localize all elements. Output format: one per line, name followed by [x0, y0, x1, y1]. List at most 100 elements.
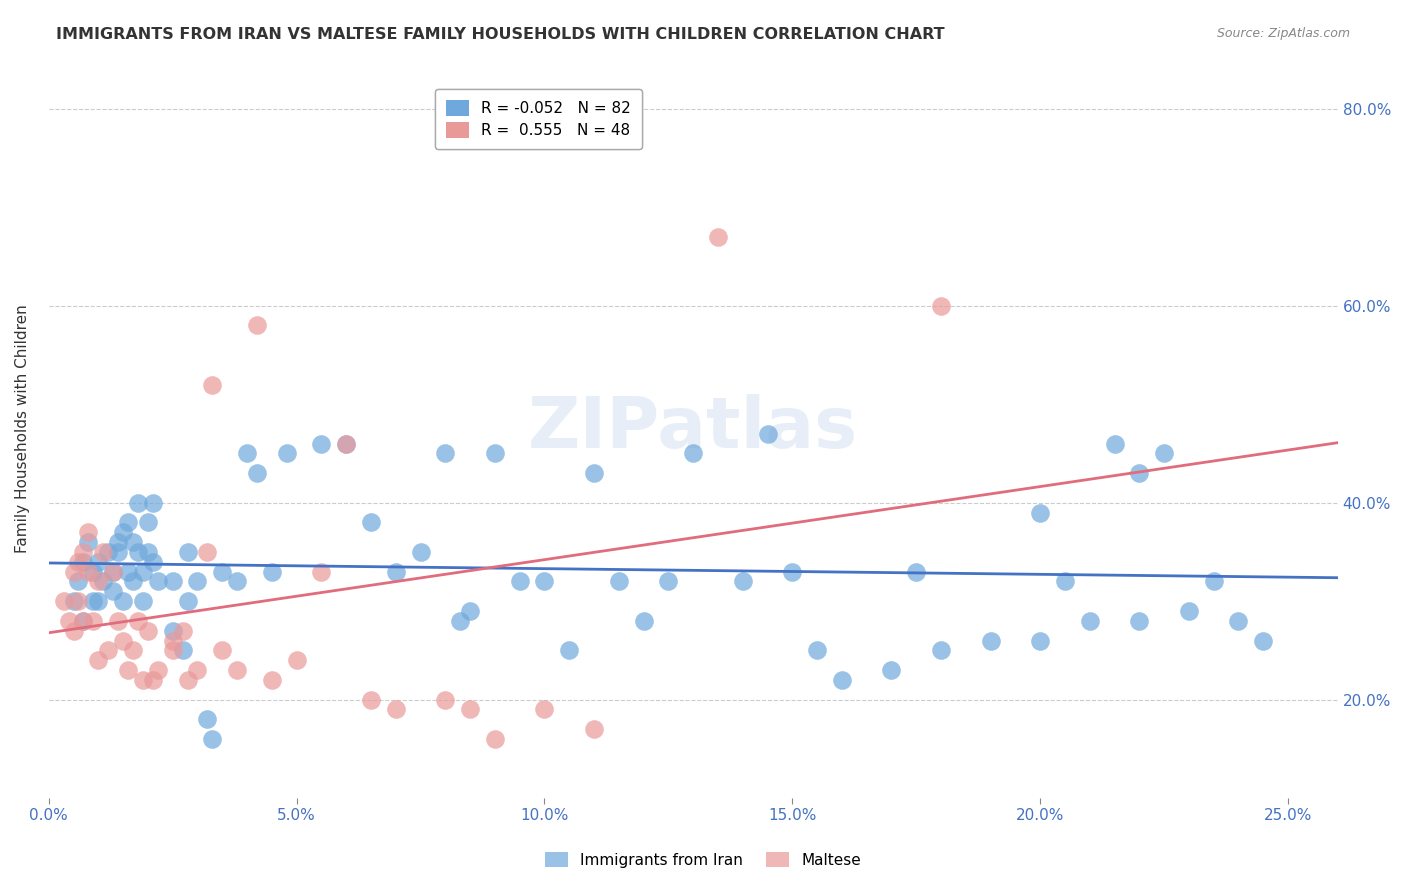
Point	[226, 663, 249, 677]
Point	[607, 574, 630, 589]
Point	[176, 673, 198, 687]
Point	[162, 643, 184, 657]
Point	[136, 516, 159, 530]
Point	[67, 555, 90, 569]
Point	[172, 624, 194, 638]
Point	[311, 565, 333, 579]
Point	[484, 446, 506, 460]
Point	[176, 594, 198, 608]
Point	[211, 565, 233, 579]
Legend: Immigrants from Iran, Maltese: Immigrants from Iran, Maltese	[537, 844, 869, 875]
Point	[87, 574, 110, 589]
Point	[360, 516, 382, 530]
Point	[132, 594, 155, 608]
Point	[62, 565, 84, 579]
Point	[62, 624, 84, 638]
Y-axis label: Family Households with Children: Family Households with Children	[15, 304, 30, 553]
Point	[311, 436, 333, 450]
Point	[103, 565, 125, 579]
Point	[122, 535, 145, 549]
Point	[112, 594, 135, 608]
Point	[657, 574, 679, 589]
Point	[87, 555, 110, 569]
Point	[107, 545, 129, 559]
Point	[260, 673, 283, 687]
Point	[226, 574, 249, 589]
Point	[201, 377, 224, 392]
Point	[77, 535, 100, 549]
Point	[195, 545, 218, 559]
Point	[1128, 466, 1150, 480]
Point	[107, 614, 129, 628]
Point	[633, 614, 655, 628]
Point	[360, 692, 382, 706]
Point	[112, 633, 135, 648]
Point	[211, 643, 233, 657]
Point	[142, 496, 165, 510]
Point	[195, 712, 218, 726]
Point	[929, 299, 952, 313]
Point	[1053, 574, 1076, 589]
Point	[707, 230, 730, 244]
Point	[103, 565, 125, 579]
Point	[682, 446, 704, 460]
Point	[533, 574, 555, 589]
Point	[335, 436, 357, 450]
Point	[122, 574, 145, 589]
Point	[434, 446, 457, 460]
Point	[127, 614, 149, 628]
Point	[82, 594, 104, 608]
Point	[142, 555, 165, 569]
Point	[806, 643, 828, 657]
Point	[87, 594, 110, 608]
Point	[409, 545, 432, 559]
Point	[52, 594, 75, 608]
Point	[1227, 614, 1250, 628]
Point	[509, 574, 531, 589]
Point	[122, 643, 145, 657]
Point	[132, 673, 155, 687]
Point	[72, 545, 94, 559]
Point	[1029, 633, 1052, 648]
Point	[260, 565, 283, 579]
Point	[1202, 574, 1225, 589]
Point	[449, 614, 471, 628]
Point	[67, 594, 90, 608]
Point	[186, 663, 208, 677]
Point	[276, 446, 298, 460]
Point	[136, 545, 159, 559]
Point	[97, 545, 120, 559]
Point	[162, 633, 184, 648]
Point	[162, 624, 184, 638]
Point	[285, 653, 308, 667]
Point	[1029, 506, 1052, 520]
Point	[117, 565, 139, 579]
Point	[484, 731, 506, 746]
Point	[72, 614, 94, 628]
Point	[186, 574, 208, 589]
Point	[127, 496, 149, 510]
Point	[384, 702, 406, 716]
Point	[583, 466, 606, 480]
Point	[583, 722, 606, 736]
Point	[142, 673, 165, 687]
Point	[201, 731, 224, 746]
Point	[97, 643, 120, 657]
Point	[77, 525, 100, 540]
Point	[77, 565, 100, 579]
Point	[112, 525, 135, 540]
Point	[731, 574, 754, 589]
Point	[117, 663, 139, 677]
Point	[72, 614, 94, 628]
Point	[1178, 604, 1201, 618]
Point	[533, 702, 555, 716]
Point	[72, 555, 94, 569]
Point	[132, 565, 155, 579]
Point	[236, 446, 259, 460]
Point	[434, 692, 457, 706]
Text: IMMIGRANTS FROM IRAN VS MALTESE FAMILY HOUSEHOLDS WITH CHILDREN CORRELATION CHAR: IMMIGRANTS FROM IRAN VS MALTESE FAMILY H…	[56, 27, 945, 42]
Text: Source: ZipAtlas.com: Source: ZipAtlas.com	[1216, 27, 1350, 40]
Point	[1153, 446, 1175, 460]
Point	[58, 614, 80, 628]
Point	[127, 545, 149, 559]
